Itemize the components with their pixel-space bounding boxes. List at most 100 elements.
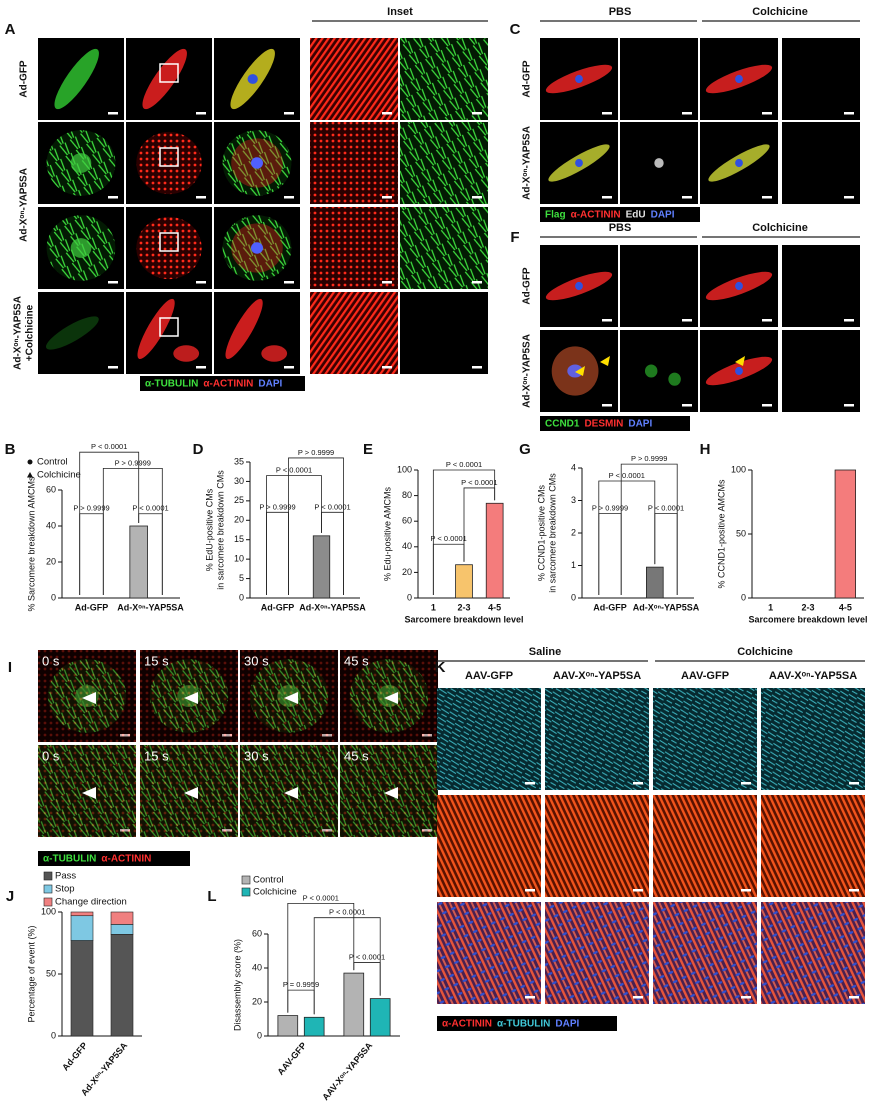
scale-bar [849,782,859,785]
scale-bar [762,404,772,407]
arrowhead [384,692,398,704]
y-tick-label: 5 [239,573,244,583]
row-label: Ad-GFP [522,267,533,305]
y-tick-label: 100 [731,464,746,474]
x-tick-label: Ad-GFP [60,1040,89,1072]
y-tick-label: 20 [252,996,262,1006]
x-tick-label: Ad-GFP [593,602,627,612]
scale-bar [741,889,751,892]
cell [54,48,99,110]
micrograph [545,688,649,790]
legend-item: Flag [545,210,566,221]
legend-bg [38,851,190,866]
label: AAV-GFP [681,670,729,682]
micrograph [310,38,398,120]
y-tick-label: 40 [402,541,412,551]
y-tick-label: 3 [571,495,576,505]
scale-bar [602,112,612,115]
arrowhead [284,692,298,704]
legend-item: DAPI [651,210,675,221]
legend-bg [437,1016,617,1031]
legend-swatch [241,887,251,897]
scale-bar [108,281,118,284]
micrograph [214,38,300,120]
legend-item: DAPI [555,1019,579,1030]
scale-bar [633,782,643,785]
y-tick-label: 35 [234,456,244,466]
image-bg [400,38,488,120]
label: AAV-Xᵒⁿ-YAP5SA [553,670,641,682]
y-axis-label: in sarcomere breakdown CMs [547,473,557,593]
micrograph [782,38,860,120]
bar [369,998,391,1037]
micrograph [400,292,488,374]
y-tick-label: 50 [46,968,56,978]
y-tick-label: 100 [41,906,56,916]
cell [654,158,664,168]
micrograph [400,38,488,120]
image-bg [620,245,698,327]
row-label: Ad-GFP [522,60,533,98]
cell [735,158,743,168]
image-bg [761,902,865,1004]
x-tick-label: 1 [431,602,436,612]
arrowhead [184,787,198,799]
row-label: Ad-Xᵒⁿ-YAP5SA [19,168,30,242]
legend-label: Change direction [55,897,127,908]
time-label: 30 s [244,653,269,668]
y-tick-label: 50 [736,528,746,538]
cell [70,153,92,173]
image-bg [437,688,541,790]
scale-bar [284,112,294,115]
bar [277,1015,299,1037]
micrograph [545,902,649,1004]
cell [644,364,658,378]
bracket [313,917,381,1015]
label: Colchicine [752,222,808,234]
bar-segment [110,924,134,935]
scale-bar [108,196,118,199]
scale-bar [382,196,392,199]
x-tick-label: 4-5 [488,602,501,612]
p-value: P < 0.0001 [349,953,385,962]
legend-item: α-TUBULIN [43,854,96,865]
bracket [432,469,496,595]
time-label: 45 s [344,653,369,668]
micrograph [653,795,757,897]
cell [173,345,200,362]
row-label: Ad-GFP [19,60,30,98]
micrograph [700,38,778,120]
x-tick-label: Ad-Xᵒⁿ-YAP5SA [117,602,184,612]
micrograph [620,38,698,120]
y-tick-label: 0 [257,1030,262,1040]
p-value: P < 0.0001 [430,534,466,543]
y-tick-label: 0 [571,592,576,602]
micrograph [782,330,860,412]
legend-item: α-ACTININ [571,210,621,221]
scale-bar [382,112,392,115]
legend-swatch [43,871,53,881]
cell [137,298,175,359]
image-bg [653,902,757,1004]
p-value: P < 0.0001 [303,893,339,902]
cell [136,131,202,195]
micrograph [700,330,778,412]
scale-bar [196,112,206,115]
arrowhead [284,787,298,799]
legend-bg [540,207,700,222]
scale-bar [602,196,612,199]
image-bg [761,795,865,897]
micrograph [761,902,865,1004]
arrowhead [384,787,398,799]
bar [455,564,473,599]
micrograph [620,245,698,327]
label: D [193,441,204,458]
scale-bar [633,889,643,892]
micrograph [540,330,618,412]
scale-bar [682,319,692,322]
legend-item: DAPI [258,379,282,390]
bracket [138,513,163,595]
label: J [6,888,14,905]
label: PBS [609,6,632,18]
p-value: P < 0.0001 [314,502,350,511]
